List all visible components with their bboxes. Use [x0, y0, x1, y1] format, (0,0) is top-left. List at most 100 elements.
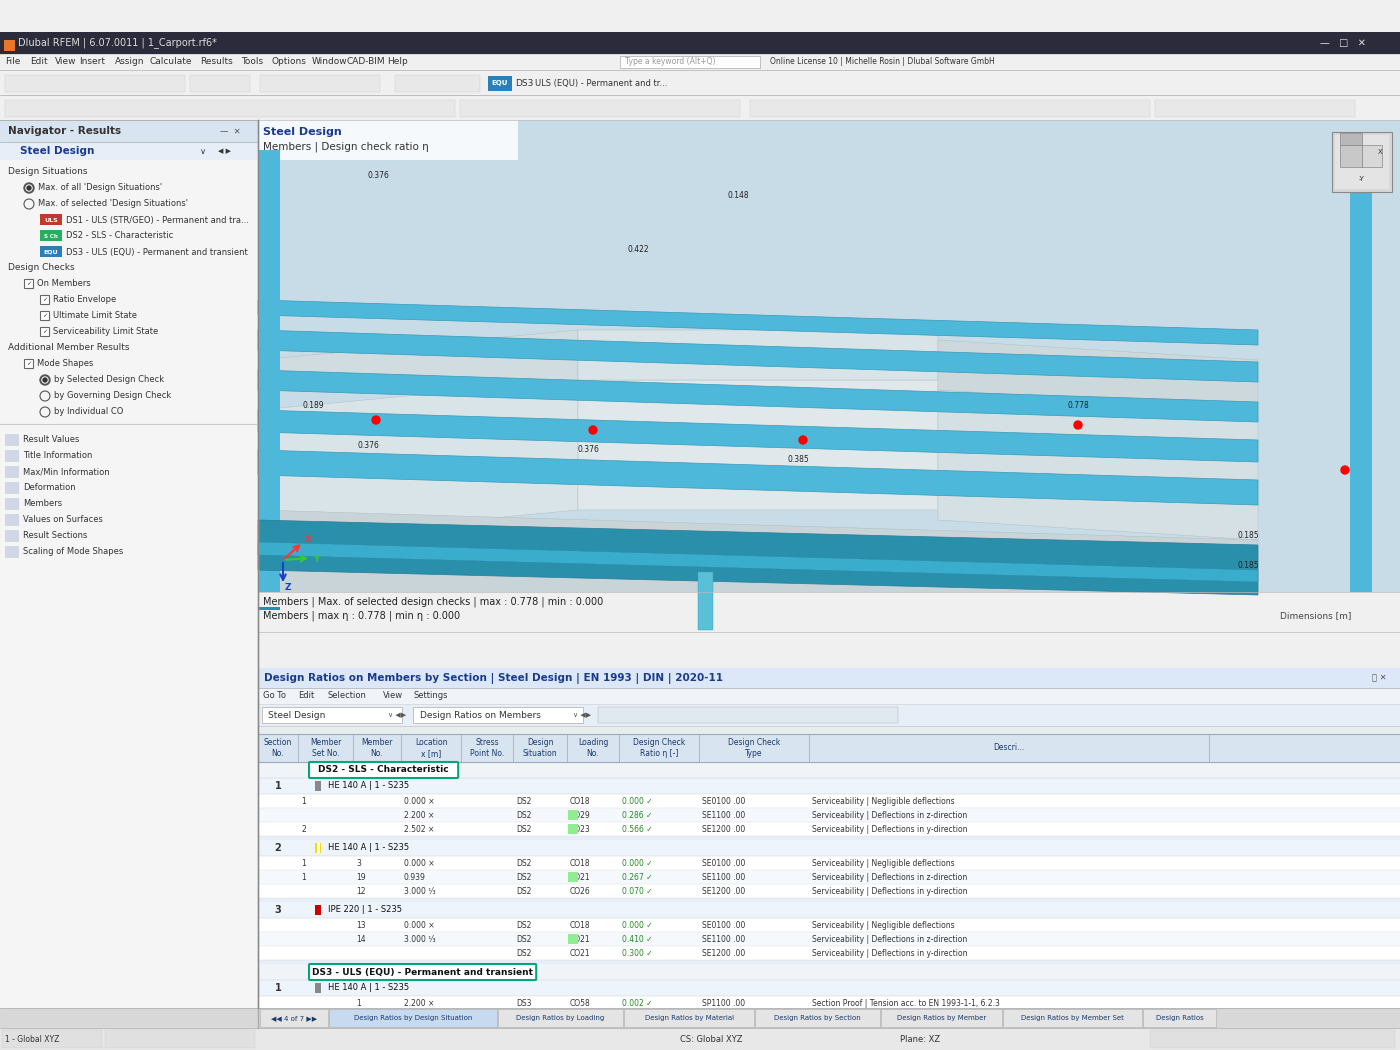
- Text: SE0100 .00: SE0100 .00: [701, 797, 745, 805]
- Bar: [315, 843, 321, 853]
- Bar: [258, 668, 1400, 1008]
- Text: 2: 2: [301, 824, 305, 834]
- Text: 1: 1: [356, 999, 361, 1008]
- Bar: [755, 1009, 881, 1027]
- Text: 0.376: 0.376: [577, 445, 599, 455]
- Text: DS1 - ULS (STR/GEO) - Permanent and tra...: DS1 - ULS (STR/GEO) - Permanent and tra.…: [66, 215, 249, 225]
- Text: X: X: [1378, 149, 1382, 155]
- Text: Max/Min Information: Max/Min Information: [22, 467, 109, 477]
- Text: ∨ ◀▶: ∨ ◀▶: [573, 712, 591, 718]
- Bar: [1144, 1009, 1215, 1027]
- Text: 0.000 ✓: 0.000 ✓: [622, 921, 652, 929]
- Text: 14: 14: [356, 934, 365, 944]
- Text: 0.000 ✓: 0.000 ✓: [622, 859, 652, 867]
- Text: CS: Global XYZ: CS: Global XYZ: [680, 1034, 742, 1044]
- Bar: [624, 1009, 755, 1027]
- Bar: [568, 872, 578, 882]
- Text: CO26: CO26: [570, 886, 591, 896]
- Text: 0.300 ✓: 0.300 ✓: [622, 948, 652, 958]
- Text: Deformation: Deformation: [22, 483, 76, 492]
- Text: Steel Design: Steel Design: [20, 146, 94, 156]
- Text: 0.376: 0.376: [367, 170, 389, 180]
- Text: Serviceability | Negligible deflections: Serviceability | Negligible deflections: [812, 921, 955, 929]
- Bar: [258, 592, 1400, 632]
- Text: 1: 1: [274, 781, 281, 791]
- Text: Settings: Settings: [413, 692, 448, 700]
- Text: ◀ ▶: ◀ ▶: [218, 148, 231, 154]
- Text: DS3 - ULS (EQU) - Permanent and transient: DS3 - ULS (EQU) - Permanent and transien…: [312, 967, 533, 977]
- Text: DS2: DS2: [517, 886, 532, 896]
- Bar: [258, 884, 1400, 898]
- Text: Steel Design: Steel Design: [263, 127, 342, 136]
- Bar: [0, 120, 258, 142]
- Circle shape: [42, 377, 48, 383]
- Text: Section Proof | Tension acc. to EN 1993-1-1, 6.2.3: Section Proof | Tension acc. to EN 1993-…: [812, 999, 1000, 1008]
- Bar: [258, 932, 1400, 946]
- Bar: [6, 100, 455, 117]
- Text: SE0100 .00: SE0100 .00: [701, 859, 745, 867]
- Circle shape: [27, 186, 31, 190]
- Text: CO23: CO23: [570, 824, 591, 834]
- Polygon shape: [258, 300, 1259, 345]
- Text: 0.070 ✓: 0.070 ✓: [622, 886, 652, 896]
- Text: File: File: [6, 58, 21, 66]
- Text: Plane: XZ: Plane: XZ: [900, 1034, 941, 1044]
- Text: ✓: ✓: [25, 361, 31, 366]
- Text: Steel Design: Steel Design: [267, 711, 325, 719]
- Bar: [258, 607, 280, 610]
- Text: 0.000 ×: 0.000 ×: [405, 859, 434, 867]
- Text: 3.000 ¹⁄₃: 3.000 ¹⁄₃: [405, 934, 435, 944]
- Bar: [395, 75, 480, 92]
- Text: ✓: ✓: [25, 281, 31, 287]
- Text: Design Ratios by Loading: Design Ratios by Loading: [517, 1015, 605, 1021]
- Text: Design Ratios by Design Situation: Design Ratios by Design Situation: [354, 1015, 472, 1021]
- Bar: [0, 142, 258, 160]
- Bar: [1340, 145, 1362, 167]
- Text: 12: 12: [356, 886, 365, 896]
- Text: 0.000 ✓: 0.000 ✓: [622, 797, 652, 805]
- Text: 0.267 ✓: 0.267 ✓: [622, 873, 652, 882]
- Text: 0.000 ×: 0.000 ×: [405, 921, 434, 929]
- Text: Navigator - Results: Navigator - Results: [8, 126, 122, 136]
- Bar: [750, 100, 1149, 117]
- Circle shape: [1341, 466, 1350, 474]
- Bar: [258, 964, 1400, 980]
- Text: 0.422: 0.422: [627, 246, 648, 254]
- Text: Type a keyword (Alt+Q): Type a keyword (Alt+Q): [624, 58, 715, 66]
- Text: 0.939: 0.939: [405, 873, 426, 882]
- Circle shape: [372, 416, 379, 424]
- Text: DS2 - SLS - Characteristic: DS2 - SLS - Characteristic: [318, 765, 449, 775]
- Text: Design Ratios on Members: Design Ratios on Members: [420, 711, 540, 719]
- Text: IPE 220 | 1 - S235: IPE 220 | 1 - S235: [328, 905, 402, 915]
- Bar: [258, 120, 518, 160]
- Bar: [24, 279, 34, 288]
- FancyBboxPatch shape: [309, 964, 536, 980]
- Text: Design Checks: Design Checks: [8, 264, 74, 273]
- Text: SE0100 .00: SE0100 .00: [701, 921, 745, 929]
- Bar: [262, 707, 402, 723]
- Text: Design
Situation: Design Situation: [522, 738, 557, 758]
- Bar: [258, 870, 1400, 884]
- Text: 1: 1: [301, 797, 305, 805]
- Bar: [1362, 145, 1382, 167]
- Text: Descri...: Descri...: [994, 743, 1025, 753]
- Text: Design Ratios by Material: Design Ratios by Material: [644, 1015, 734, 1021]
- Text: ✓: ✓: [42, 297, 48, 302]
- Text: Members | max η : 0.778 | min η : 0.000: Members | max η : 0.778 | min η : 0.000: [263, 611, 461, 622]
- Bar: [6, 498, 20, 510]
- FancyBboxPatch shape: [309, 762, 458, 778]
- Text: SE1200 .00: SE1200 .00: [701, 886, 745, 896]
- Text: 2.200 ×: 2.200 ×: [405, 999, 434, 1008]
- Text: DS3: DS3: [515, 79, 533, 88]
- Text: 3.000 ¹⁄₃: 3.000 ¹⁄₃: [405, 886, 435, 896]
- Bar: [258, 836, 1400, 840]
- Text: Additional Member Results: Additional Member Results: [8, 343, 129, 353]
- Bar: [6, 450, 20, 462]
- Text: ✓: ✓: [42, 330, 48, 335]
- Text: Design Ratios by Member Set: Design Ratios by Member Set: [1021, 1015, 1124, 1021]
- Circle shape: [27, 185, 32, 191]
- Text: Serviceability | Deflections in y-direction: Serviceability | Deflections in y-direct…: [812, 824, 967, 834]
- Text: CO21: CO21: [570, 934, 591, 944]
- Bar: [6, 530, 20, 542]
- Bar: [1149, 1030, 1394, 1048]
